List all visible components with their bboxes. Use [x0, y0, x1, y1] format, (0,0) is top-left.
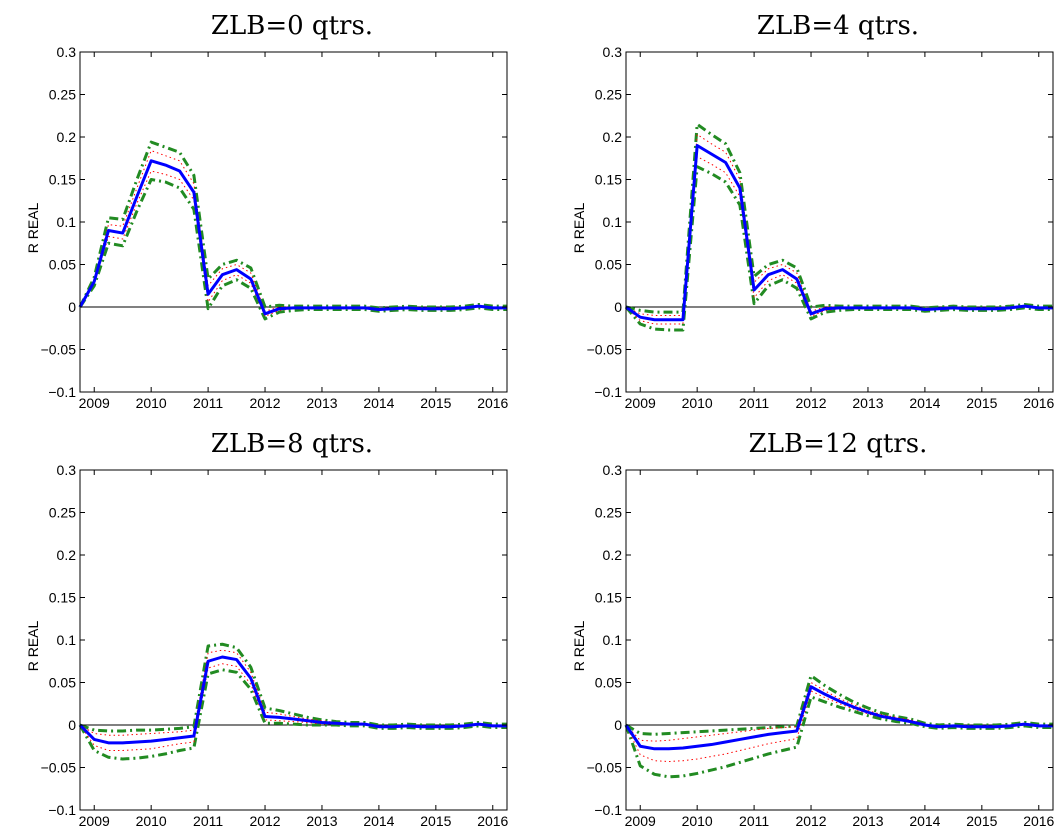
x-tick-label: 2013 — [306, 813, 337, 829]
y-tick-label: 0.05 — [595, 675, 622, 691]
x-tick-label: 2010 — [682, 813, 713, 829]
x-tick-label: 2012 — [249, 395, 280, 411]
y-tick-label: 0.15 — [49, 590, 76, 606]
y-tick-label: 0 — [614, 299, 622, 315]
y-tick-label: 0.3 — [57, 462, 77, 478]
y-tick-label: 0.3 — [603, 44, 623, 60]
x-tick-label: 2009 — [79, 813, 110, 829]
panel-zlb-4: ZLB=4 qtrs. R REAL −0.1 −0.05 0 0.05 0.1 0.15… — [571, 11, 1055, 411]
x-tick-label: 2010 — [136, 813, 167, 829]
y-tick-label: 0.1 — [603, 214, 623, 230]
y-tick-label: 0.15 — [595, 172, 622, 188]
y-axis-label: R REAL — [25, 203, 41, 254]
panel-zlb-0: ZLB=0 qtrs. R REAL −0.1 −0.05 0 0.05 0.1 0.15… — [25, 11, 509, 411]
panel-title: ZLB=0 qtrs. — [211, 11, 373, 41]
y-axis-label: R REAL — [571, 203, 587, 254]
series-outer-lower-line — [78, 668, 507, 761]
y-tick-label: −0.1 — [48, 802, 76, 818]
panel-title: ZLB=8 qtrs. — [211, 429, 373, 459]
x-tick-label: 2011 — [739, 395, 769, 411]
x-tick-label: 2015 — [966, 395, 997, 411]
x-tick-label: 2011 — [193, 813, 223, 829]
y-tick-label: 0.1 — [57, 632, 77, 648]
y-tick-label: 0.2 — [603, 547, 623, 563]
y-tick-label: 0.05 — [595, 257, 622, 273]
y-tick-label: 0.25 — [595, 87, 622, 103]
x-tick-label: 2013 — [306, 395, 337, 411]
x-tick-label: 2015 — [420, 395, 451, 411]
series-outer-lower-line — [624, 695, 1053, 779]
x-tick-label: 2016 — [477, 813, 508, 829]
series-median-line — [624, 685, 1053, 751]
x-tick-label: 2014 — [909, 813, 940, 829]
series-median-line — [78, 159, 507, 316]
y-tick-label: 0.05 — [49, 257, 76, 273]
series-inner-upper-line — [625, 682, 1053, 742]
series-median-line — [78, 655, 507, 745]
x-tick-label: 2015 — [966, 813, 997, 829]
y-tick-label: 0 — [68, 717, 76, 733]
y-tick-label: −0.05 — [587, 760, 623, 776]
panel-title: ZLB=4 qtrs. — [757, 11, 919, 41]
x-tick-label: 2009 — [625, 395, 656, 411]
series-median-line — [625, 144, 1053, 322]
y-tick-label: 0.1 — [57, 214, 77, 230]
panel-title: ZLB=12 qtrs. — [749, 429, 928, 459]
x-tick-label: 2011 — [739, 813, 769, 829]
plot-frame — [625, 469, 1054, 811]
y-axis-label: R REAL — [571, 621, 587, 672]
x-tick-label: 2009 — [79, 395, 110, 411]
y-tick-label: 0 — [68, 299, 76, 315]
series-outer-upper-line — [625, 122, 1053, 314]
y-tick-label: 0.25 — [595, 505, 622, 521]
plot-frame — [79, 469, 508, 811]
y-tick-label: 0.25 — [49, 505, 76, 521]
x-tick-label: 2009 — [625, 813, 656, 829]
series-outer-lower-line — [78, 178, 507, 321]
x-tick-label: 2011 — [193, 395, 223, 411]
series-inner-upper-line — [79, 649, 507, 736]
x-tick-label: 2016 — [1023, 395, 1054, 411]
series-outer-lower-line — [624, 165, 1053, 332]
x-tick-label: 2014 — [909, 395, 940, 411]
y-tick-label: 0.2 — [603, 129, 623, 145]
y-tick-label: −0.1 — [48, 384, 76, 400]
y-tick-label: 0.3 — [57, 44, 77, 60]
y-tick-label: 0.3 — [603, 462, 623, 478]
y-tick-label: −0.1 — [594, 384, 622, 400]
y-tick-label: −0.05 — [587, 342, 623, 358]
y-axis-label: R REAL — [25, 621, 41, 672]
x-tick-label: 2012 — [795, 813, 826, 829]
y-tick-label: −0.05 — [41, 342, 77, 358]
plot-frame — [79, 51, 508, 393]
x-tick-label: 2010 — [682, 395, 713, 411]
panel-zlb-12: ZLB=12 qtrs. R REAL −0.1 −0.05 0 0.05 0.1 0.1… — [571, 429, 1055, 829]
x-tick-label: 2016 — [477, 395, 508, 411]
x-tick-label: 2015 — [420, 813, 451, 829]
x-tick-label: 2014 — [363, 813, 394, 829]
panel-zlb-8: ZLB=8 qtrs. R REAL −0.1 −0.05 0 0.05 0.1 0.15… — [25, 429, 509, 829]
y-tick-label: 0.1 — [603, 632, 623, 648]
series-outer-upper-line — [78, 140, 507, 310]
y-tick-label: 0.25 — [49, 87, 76, 103]
x-tick-label: 2013 — [852, 395, 883, 411]
x-tick-label: 2012 — [795, 395, 826, 411]
y-tick-label: 0.2 — [57, 547, 77, 563]
y-tick-label: 0 — [614, 717, 622, 733]
x-tick-label: 2010 — [136, 395, 167, 411]
y-tick-label: 0.15 — [595, 590, 622, 606]
x-tick-label: 2014 — [363, 395, 394, 411]
x-tick-label: 2012 — [249, 813, 280, 829]
y-tick-label: −0.1 — [594, 802, 622, 818]
y-tick-label: −0.05 — [41, 760, 77, 776]
y-tick-label: 0.05 — [49, 675, 76, 691]
y-tick-label: 0.15 — [49, 172, 76, 188]
series-inner-lower-line — [79, 663, 507, 751]
series-outer-upper-line — [625, 674, 1053, 736]
y-tick-label: 0.2 — [57, 129, 77, 145]
x-tick-label: 2016 — [1023, 813, 1054, 829]
x-tick-label: 2013 — [852, 813, 883, 829]
